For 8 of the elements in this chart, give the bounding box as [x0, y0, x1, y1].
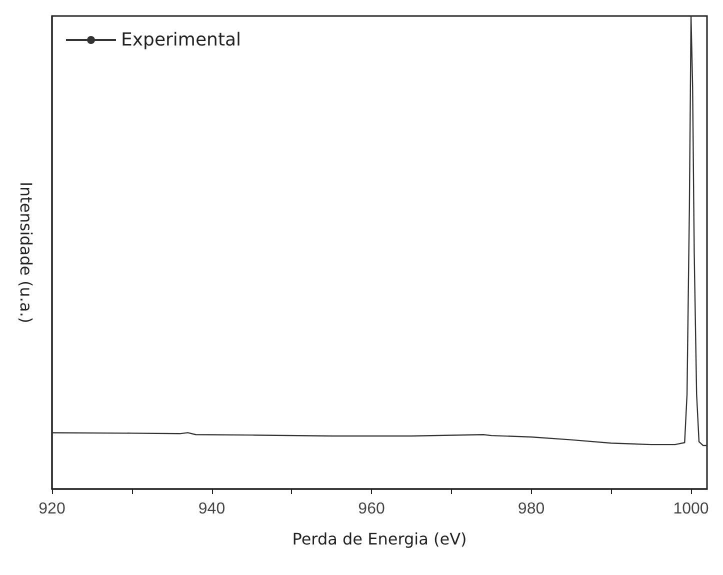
x-tick-label: 920: [38, 500, 66, 518]
legend-label: Experimental: [121, 30, 242, 50]
x-axis-title: Perda de Energia (eV): [292, 530, 467, 548]
y-axis-title: Intensidade (u.a.): [16, 182, 36, 324]
x-tick-label: 940: [198, 500, 226, 518]
x-tick-label: 980: [518, 500, 545, 518]
x-tick-label: 960: [358, 500, 385, 518]
x-tick-label: 1000: [673, 500, 709, 518]
